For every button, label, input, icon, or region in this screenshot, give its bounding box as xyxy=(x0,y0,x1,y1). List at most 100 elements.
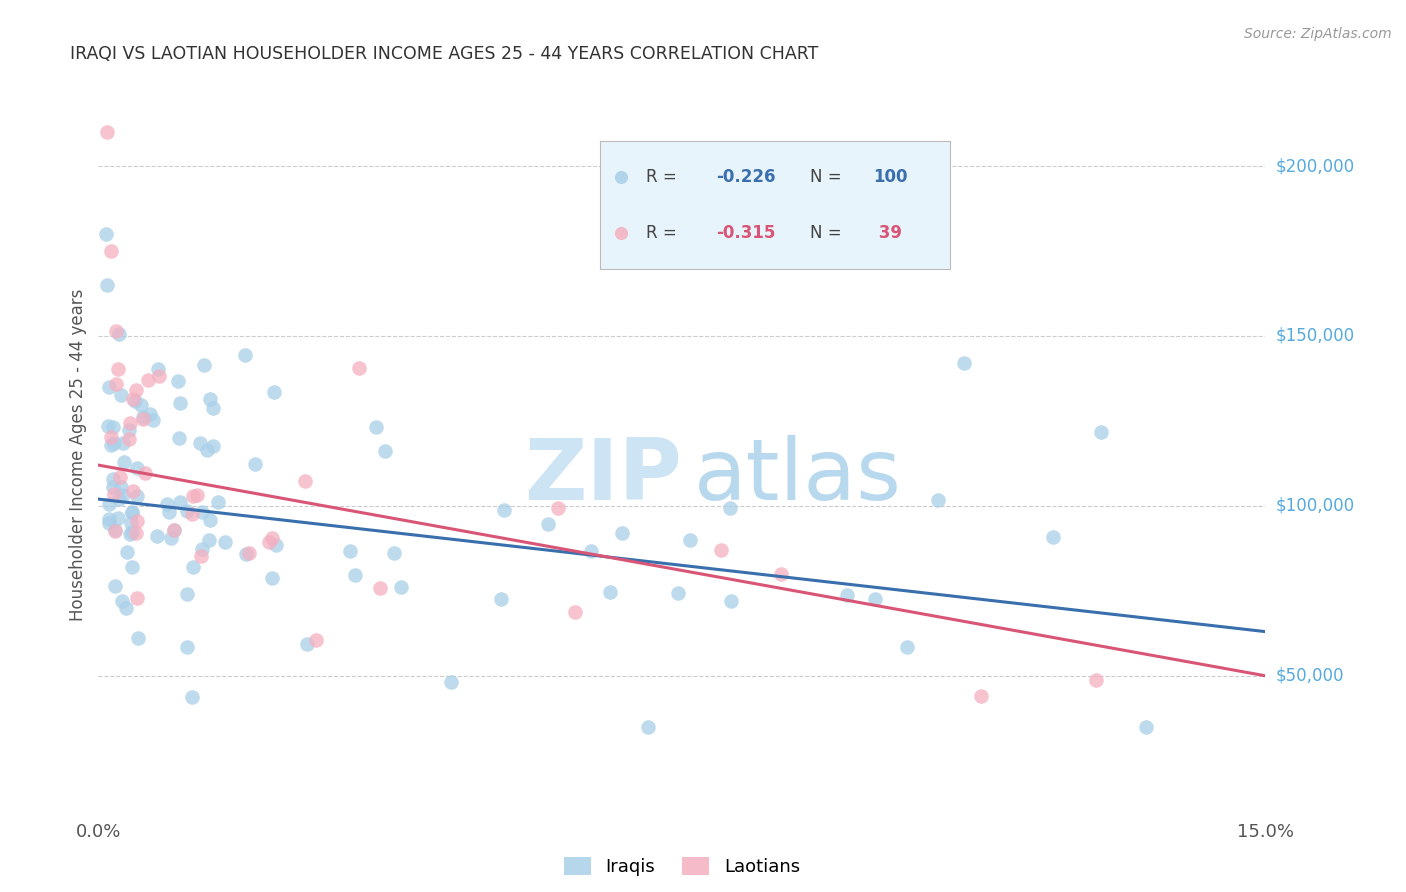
Point xyxy=(110,480,132,494)
Point xyxy=(160,532,183,546)
Point xyxy=(103,436,125,450)
Point xyxy=(111,488,134,502)
Point xyxy=(120,527,142,541)
Point xyxy=(195,442,218,457)
Point xyxy=(201,439,224,453)
Point xyxy=(121,506,143,520)
Text: Source: ZipAtlas.com: Source: ZipAtlas.com xyxy=(1244,27,1392,41)
Point xyxy=(953,356,976,370)
Point xyxy=(110,387,132,401)
Point xyxy=(125,591,148,605)
Point xyxy=(122,483,145,498)
Point xyxy=(112,436,135,450)
Point xyxy=(100,430,122,444)
Point xyxy=(115,601,138,615)
Point xyxy=(121,560,143,574)
Point xyxy=(599,585,621,599)
Point xyxy=(547,500,569,515)
Point xyxy=(1135,720,1157,734)
Point xyxy=(710,543,733,558)
Point xyxy=(294,474,316,488)
Point xyxy=(127,631,149,645)
Point xyxy=(176,587,198,601)
Point xyxy=(564,606,586,620)
Point xyxy=(202,401,225,415)
Point xyxy=(108,469,131,483)
Point xyxy=(536,516,558,531)
Point xyxy=(125,461,148,475)
Point xyxy=(207,495,229,509)
Point xyxy=(120,416,142,430)
Point xyxy=(382,546,405,560)
Point xyxy=(98,497,121,511)
Point xyxy=(142,412,165,426)
Point xyxy=(637,720,659,734)
Point xyxy=(214,535,236,549)
Point xyxy=(105,377,128,392)
Point xyxy=(105,324,128,338)
Text: $50,000: $50,000 xyxy=(1275,667,1344,685)
Point xyxy=(579,544,602,558)
Point xyxy=(103,487,125,501)
Point xyxy=(162,524,184,538)
Text: IRAQI VS LAOTIAN HOUSEHOLDER INCOME AGES 25 - 44 YEARS CORRELATION CHART: IRAQI VS LAOTIAN HOUSEHOLDER INCOME AGES… xyxy=(70,45,818,62)
Point xyxy=(132,409,155,424)
Point xyxy=(127,515,149,529)
Point xyxy=(1085,673,1108,687)
Point xyxy=(391,580,413,594)
Point xyxy=(104,578,127,592)
Point xyxy=(146,529,169,543)
Text: ZIP: ZIP xyxy=(524,434,682,518)
Point xyxy=(970,689,993,703)
Point xyxy=(295,637,318,651)
Point xyxy=(118,423,141,437)
Text: $100,000: $100,000 xyxy=(1275,497,1354,515)
Point xyxy=(181,489,204,503)
Point xyxy=(101,480,124,494)
Point xyxy=(136,373,159,387)
Point xyxy=(305,632,328,647)
Point xyxy=(121,505,143,519)
Point xyxy=(679,533,702,547)
Point xyxy=(108,492,131,507)
Y-axis label: Householder Income Ages 25 - 44 years: Householder Income Ages 25 - 44 years xyxy=(69,289,87,621)
Point xyxy=(181,559,204,574)
Point xyxy=(121,524,143,539)
Point xyxy=(117,433,139,447)
Point xyxy=(191,541,214,556)
Text: $150,000: $150,000 xyxy=(1275,327,1354,345)
Point xyxy=(125,489,148,503)
Text: atlas: atlas xyxy=(693,434,901,518)
Point xyxy=(339,544,361,558)
Point xyxy=(104,523,127,537)
Point xyxy=(770,566,793,581)
Point xyxy=(343,567,366,582)
Point xyxy=(190,549,212,563)
Point xyxy=(191,505,214,519)
Point xyxy=(260,531,283,545)
Point xyxy=(181,690,204,704)
Point xyxy=(257,535,280,549)
Point xyxy=(896,640,918,654)
Point xyxy=(148,369,170,384)
Point xyxy=(98,512,121,526)
Point xyxy=(863,591,886,606)
Point xyxy=(368,581,391,595)
Point xyxy=(104,524,127,539)
Text: $200,000: $200,000 xyxy=(1275,157,1354,175)
Point xyxy=(134,467,156,481)
Point xyxy=(115,545,138,559)
Point xyxy=(96,125,118,139)
Point xyxy=(718,500,741,515)
Point xyxy=(374,444,396,458)
Point xyxy=(263,384,285,399)
Point xyxy=(120,516,142,530)
Point xyxy=(97,419,120,434)
Point xyxy=(1042,530,1064,544)
Point xyxy=(264,538,287,552)
Point xyxy=(112,455,135,469)
Point xyxy=(440,675,463,690)
Point xyxy=(139,407,162,421)
Point xyxy=(262,571,284,585)
Point xyxy=(163,523,186,537)
